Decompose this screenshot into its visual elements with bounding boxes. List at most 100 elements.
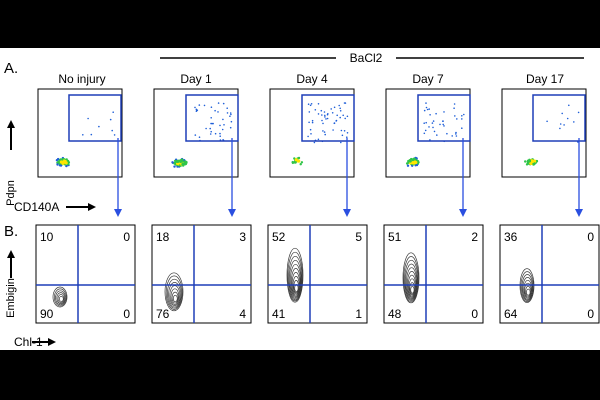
- scatter-dot: [324, 133, 326, 136]
- scatter-dot: [198, 104, 201, 106]
- scatter-dot: [325, 118, 327, 120]
- density-dot: [411, 161, 415, 165]
- density-dot: [411, 158, 415, 162]
- contour-ring: [164, 272, 184, 312]
- scatter-dot: [98, 125, 100, 128]
- scatter-dot: [443, 111, 445, 113]
- gate-arrows: [114, 138, 583, 217]
- scatter-dot: [331, 112, 334, 114]
- scatter-dot: [453, 103, 456, 105]
- contour-ring: [165, 275, 183, 310]
- scatter-dot: [311, 121, 314, 124]
- contour-ring: [172, 294, 178, 303]
- scatter-dot: [423, 122, 425, 124]
- scatter-dot: [226, 112, 229, 114]
- density-dot: [299, 163, 302, 166]
- scatter-dot: [309, 104, 312, 107]
- scatter-dot: [198, 136, 201, 138]
- density-dot: [179, 159, 183, 163]
- density-dot: [56, 157, 60, 161]
- scatter-dot: [443, 125, 445, 127]
- scatter-dot: [346, 132, 349, 134]
- scatter-dot: [317, 103, 320, 105]
- quadrant-upper-right-value: 5: [355, 230, 362, 244]
- scatter-dot: [561, 112, 563, 115]
- density-dot: [61, 158, 64, 161]
- row-b-plot-day-7: 51 2 48 0: [383, 224, 484, 324]
- scatter-points: [524, 104, 580, 166]
- scatter-dot: [317, 138, 320, 141]
- quadrant-upper-left-value: 36: [504, 230, 518, 244]
- plot-frame: [37, 88, 123, 178]
- contour-ring: [168, 282, 181, 308]
- scatter-dot: [559, 123, 562, 125]
- scatter-dot: [307, 135, 309, 138]
- row-b-plot-day-17: 36 0 64 0: [499, 224, 600, 324]
- scatter-dot: [324, 114, 326, 117]
- scatter-dot: [113, 134, 116, 136]
- scatter-dot: [230, 113, 232, 116]
- scatter-dot: [573, 121, 575, 123]
- density-dot: [59, 164, 63, 167]
- arrow-down-icon: [114, 209, 122, 217]
- scatter-dot: [339, 110, 342, 112]
- density-dot: [181, 162, 185, 166]
- scatter-dot: [346, 136, 348, 138]
- scatter-dot: [210, 130, 212, 133]
- quadrant-lower-right-value: 0: [471, 307, 478, 321]
- quadrant-lower-left-value: 90: [40, 307, 54, 321]
- density-dot: [67, 163, 70, 166]
- contour-ring: [171, 291, 179, 304]
- scatter-points: [171, 102, 233, 168]
- row-a-x-axis: CD140A: [14, 200, 96, 214]
- row-a-plot-day-17: [501, 88, 587, 178]
- scatter-dot: [463, 113, 465, 116]
- contour-ring: [406, 267, 418, 299]
- quadrant-lower-right-value: 0: [123, 307, 130, 321]
- scatter-dot: [311, 119, 314, 122]
- contour-ring: [170, 288, 180, 305]
- scatter-dot: [346, 115, 349, 118]
- scatter-points: [55, 111, 116, 168]
- density-dot: [65, 164, 68, 168]
- density-dot: [57, 160, 60, 164]
- scatter-dot: [326, 113, 329, 116]
- flow-cytometry-figure: A. B. BaCl2 No injury Day 1 Day 4 Day 7 …: [0, 48, 600, 350]
- scatter-dot: [455, 133, 457, 135]
- quadrant-upper-right-value: 2: [471, 230, 478, 244]
- quadrant-upper-right-value: 3: [239, 230, 246, 244]
- scatter-dot: [341, 134, 344, 137]
- arrow-right-icon: [88, 203, 96, 211]
- contour-ring: [287, 251, 303, 302]
- contour-lines: [402, 252, 420, 304]
- scatter-dot: [338, 104, 340, 107]
- plot-frame: [385, 88, 471, 178]
- scatter-dot: [323, 131, 326, 133]
- density-dot: [63, 159, 67, 163]
- quadrant-lower-left-value: 76: [156, 307, 170, 321]
- contour-ring: [409, 282, 415, 295]
- plot-frame: [35, 224, 136, 324]
- scatter-dot: [455, 131, 457, 134]
- scatter-dot: [194, 134, 197, 136]
- condition-title-day-17: Day 17: [526, 72, 564, 86]
- density-dot: [294, 158, 298, 162]
- scatter-dot: [339, 107, 341, 110]
- treatment-label: BaCl2: [350, 51, 383, 65]
- scatter-dot: [321, 119, 323, 122]
- density-dot: [415, 163, 419, 167]
- scatter-dot: [321, 114, 323, 116]
- scatter-points: [291, 102, 349, 166]
- scatter-dot: [209, 127, 211, 130]
- scatter-dot: [196, 109, 199, 111]
- row-a-y-axis: Pdpn: [5, 120, 17, 206]
- contour-ring: [56, 292, 66, 304]
- row-b-x-axis-label: Chl-1: [14, 335, 43, 349]
- scatter-dot: [210, 106, 213, 108]
- contour-ring: [289, 259, 302, 300]
- scatter-dot: [229, 112, 232, 114]
- row-a-x-axis-label: CD140A: [14, 200, 59, 214]
- scatter-dot: [222, 139, 224, 141]
- scatter-dot: [210, 117, 212, 119]
- density-dot: [176, 159, 180, 163]
